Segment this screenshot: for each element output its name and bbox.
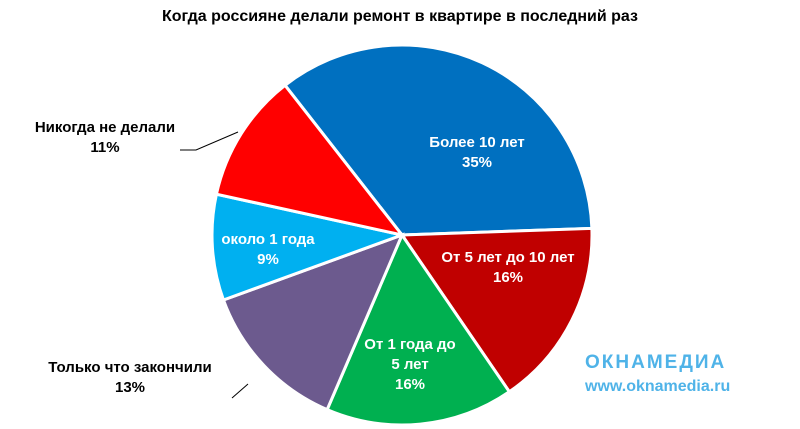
- slice-label: Никогда не делали 11%: [5, 118, 205, 158]
- slice-label: Более 10 лет 35%: [402, 133, 552, 173]
- slice-label: Только что закончили 13%: [20, 358, 240, 398]
- watermark-url: www.oknamedia.ru: [585, 378, 731, 395]
- value-label: 9%: [257, 251, 279, 268]
- value-label: 13%: [114, 379, 146, 396]
- value-label: 16%: [394, 376, 426, 393]
- value-label: 16%: [492, 269, 524, 286]
- pie-slice: [221, 232, 405, 412]
- category-label: От 5 лет до 10 лет: [441, 249, 575, 266]
- slice-label: От 5 лет до 10 лет 16%: [418, 248, 598, 288]
- category-label: Только что закончили: [48, 359, 212, 376]
- slice-label: От 1 года до 5 лет 16%: [360, 335, 460, 395]
- category-label: около 1 года: [221, 231, 315, 248]
- pie-slice: [399, 226, 594, 394]
- chart-title: Когда россияне делали ремонт в квартире …: [162, 8, 638, 25]
- pie-slice: [325, 231, 512, 427]
- slice-label: около 1 года 9%: [203, 230, 333, 270]
- pie-slice: [210, 192, 408, 302]
- leader-line: [231, 383, 249, 399]
- pie-slice: [214, 83, 406, 238]
- pie-slice: [282, 43, 594, 237]
- watermark-brand: ОКНАМЕДИА: [585, 352, 727, 373]
- value-label: 11%: [90, 139, 120, 156]
- category-label: От 1 года до 5 лет: [364, 336, 456, 373]
- value-label: 35%: [461, 154, 493, 171]
- category-label: Никогда не делали: [34, 119, 176, 136]
- category-label: Более 10 лет: [429, 134, 525, 151]
- leader-line: [180, 131, 239, 151]
